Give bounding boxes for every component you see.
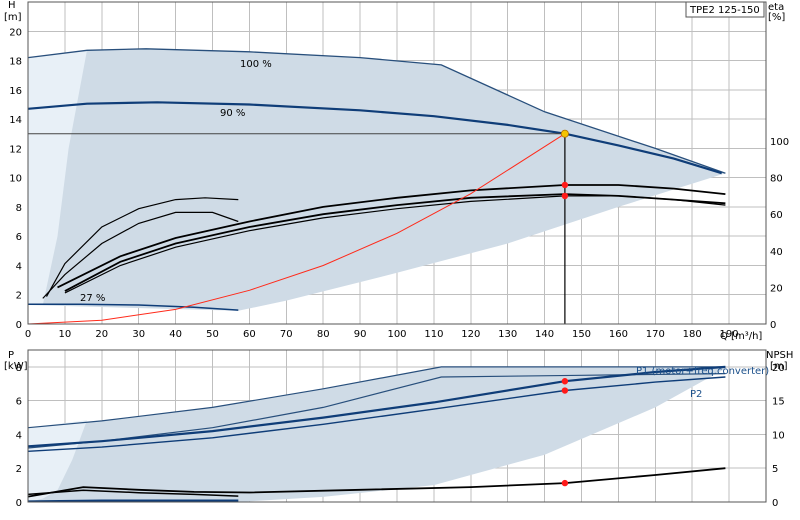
curve-label-100: 100 % [240, 59, 272, 70]
eta-eta_2 [64, 193, 726, 292]
npsh-tick-0: 0 [772, 498, 778, 509]
q-tick-110: 110 [424, 329, 443, 340]
upper-panel: 0 10 20 30 40 50 60 70 80 90 100 110 120 130 140 150 160… [4, 0, 789, 342]
q-tick-40: 40 [169, 329, 182, 340]
p2-90-curve [27, 376, 726, 452]
p-axis-unit: [kW] [4, 361, 28, 372]
p1-100-curve [27, 366, 726, 429]
upper-ticks: 0 10 20 30 40 50 60 70 80 90 100 110 120 130 140 150 160… [9, 27, 789, 340]
npsh-axis-label: NPSH [766, 350, 793, 361]
eta-tick-20: 20 [770, 283, 783, 294]
p-tick-4: 4 [16, 430, 22, 441]
upper-left-wedge [28, 50, 87, 305]
lower-panel: 0 2 4 6 8 0 5 10 15 20 P [kW] NPSH [m] P1 (motor+… [4, 349, 793, 509]
npsh-axis-unit: [m] [770, 361, 788, 372]
h-tick-10: 10 [9, 174, 22, 185]
lower-band-area [28, 366, 726, 502]
operating-point [560, 129, 569, 138]
p-tick-6: 6 [16, 397, 22, 408]
upper-points [560, 129, 569, 200]
npsh-tick-15: 15 [772, 397, 785, 408]
h-tick-2: 2 [16, 291, 22, 302]
system-curve [27, 133, 566, 325]
eta-eta_short [45, 197, 239, 297]
q-tick-190: 190 [720, 329, 739, 340]
upper-series [27, 48, 726, 325]
q-tick-180: 180 [683, 329, 702, 340]
h-tick-6: 6 [16, 232, 22, 243]
h-tick-16: 16 [9, 86, 22, 97]
q-tick-140: 140 [535, 329, 554, 340]
lower-point-2 [561, 479, 569, 487]
p-tick-0: 0 [16, 498, 22, 509]
h-axis-label: H [8, 0, 16, 11]
h-tick-14: 14 [9, 115, 22, 126]
q-tick-120: 120 [461, 329, 480, 340]
eta-tick-80: 80 [770, 174, 783, 185]
q-axis-label: Q [m³/h] [720, 331, 762, 342]
npsh-curve [27, 467, 726, 498]
lower-points [561, 378, 569, 487]
legend-p2: P2 [690, 389, 702, 400]
q-tick-80: 80 [317, 329, 330, 340]
p1-90-curve [27, 365, 726, 448]
q-tick-20: 20 [95, 329, 108, 340]
q-tick-100: 100 [387, 329, 406, 340]
lower-series [27, 365, 726, 503]
q-tick-160: 160 [609, 329, 628, 340]
p-axis-label: P [8, 350, 14, 361]
h-tick-4: 4 [16, 261, 22, 272]
eta-eta_arc [42, 211, 239, 299]
lower-plot-frame [27, 349, 767, 503]
q-tick-170: 170 [646, 329, 665, 340]
q-tick-150: 150 [572, 329, 591, 340]
h-axis-unit: [m] [4, 12, 22, 23]
eta-tick-60: 60 [770, 210, 783, 221]
curve-27 [28, 303, 239, 311]
lower-left-wedge [28, 420, 87, 502]
npsh-tick-20: 20 [772, 363, 785, 374]
q-tick-130: 130 [498, 329, 517, 340]
p-tick-2: 2 [16, 464, 22, 475]
lower-operating-band [28, 366, 726, 502]
q-tick-0: 0 [25, 329, 31, 340]
npsh-tick-5: 5 [772, 464, 778, 475]
legend-p1: P1 (motor+freq.converter) [636, 366, 769, 377]
eta-point-0 [561, 181, 569, 189]
lower-point-0 [561, 378, 569, 385]
title-box-frame [685, 1, 765, 18]
title-box-label: TPE2 125-150 [689, 5, 760, 16]
p-27-curve-a [27, 489, 239, 497]
p-tick-8: 8 [16, 363, 22, 374]
title-box: TPE2 125-150 [685, 1, 765, 18]
h-tick-0: 0 [16, 320, 22, 331]
h-tick-20: 20 [9, 27, 22, 38]
eta-tick-0: 0 [770, 320, 776, 331]
q-tick-70: 70 [280, 329, 293, 340]
q-tick-60: 60 [243, 329, 256, 340]
q-tick-50: 50 [206, 329, 219, 340]
curve-90 [27, 101, 723, 175]
curve-100 [27, 48, 726, 174]
h-tick-8: 8 [16, 203, 22, 214]
eta-axis-unit: [%] [768, 12, 785, 23]
q-tick-10: 10 [59, 329, 72, 340]
lower-ticks: 0 2 4 6 8 0 5 10 15 20 [16, 363, 785, 509]
q-tick-90: 90 [354, 329, 367, 340]
p-27-curve-b [27, 499, 239, 502]
eta-tick-40: 40 [770, 247, 783, 258]
npsh-tick-10: 10 [772, 430, 785, 441]
h-tick-18: 18 [9, 57, 22, 68]
eta-eta_3 [57, 184, 726, 289]
lower-point-1 [561, 387, 569, 394]
curve-label-90: 90 % [220, 108, 245, 119]
h-tick-12: 12 [9, 144, 22, 155]
eta-tick-100: 100 [770, 137, 789, 148]
curve-label-27: 27 % [80, 293, 105, 304]
q-tick-30: 30 [132, 329, 145, 340]
upper-plot-frame [27, 1, 767, 325]
eta-axis-label: eta [768, 2, 784, 13]
eta-point-1 [561, 192, 569, 200]
